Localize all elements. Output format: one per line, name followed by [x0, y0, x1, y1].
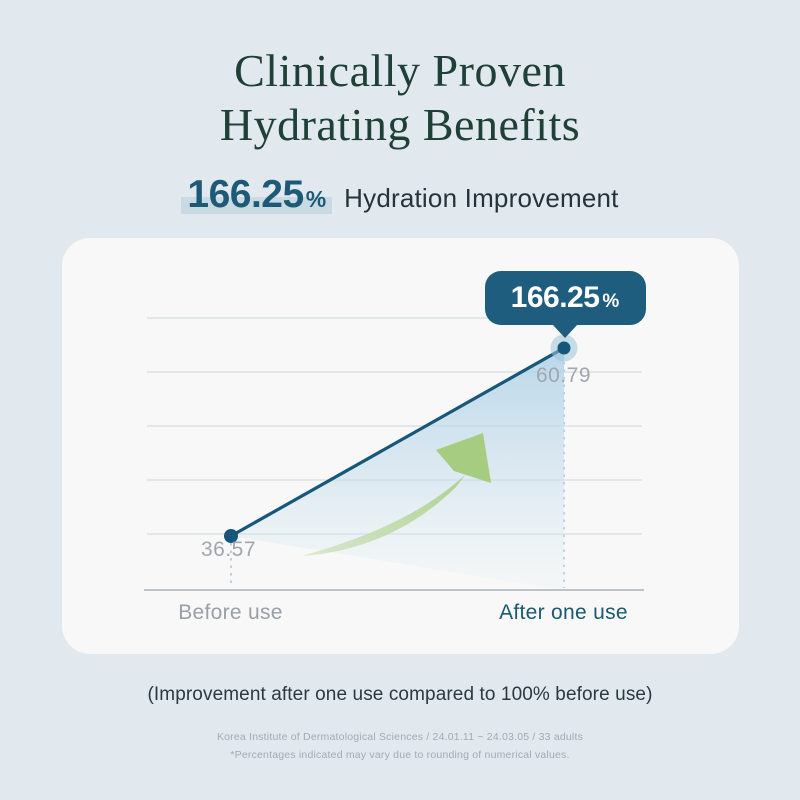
badge-percent-sign: % — [602, 290, 620, 312]
value-label-before: 36.57 — [200, 537, 257, 561]
rounding-disclaimer: *Percentages indicated may vary due to r… — [230, 749, 570, 762]
x-axis-label-before: Before use — [178, 600, 283, 624]
page-title: Clinically Proven Hydrating Benefits — [220, 44, 580, 153]
stat-highlight: 166.25 % — [181, 172, 333, 217]
area-fill — [230, 347, 564, 590]
value-label-after: 60.79 — [535, 363, 592, 387]
footnotes: Korea Institute of Dermatological Scienc… — [217, 728, 583, 766]
stat-label: Hydration Improvement — [344, 182, 619, 213]
hydration-line-chart — [143, 316, 644, 591]
title-line-1: Clinically Proven — [234, 45, 566, 96]
callout-badge-pointer — [551, 323, 578, 338]
callout-badge: 166.25 % — [484, 270, 646, 325]
stat-value: 166.25 — [187, 172, 304, 216]
chart-card: 166.25 % 60.79 36.57 Before use After on… — [61, 237, 739, 654]
stat-percent-sign: % — [305, 185, 327, 212]
x-axis-label-after: After one use — [499, 600, 628, 624]
chart-caption: (Improvement after one use compared to 1… — [147, 683, 653, 705]
data-point-before — [223, 528, 238, 543]
data-point-after — [557, 341, 570, 355]
subtitle-stat: 166.25 % Hydration Improvement — [181, 172, 619, 217]
trend-line — [228, 345, 566, 538]
study-source: Korea Institute of Dermatological Scienc… — [216, 730, 584, 743]
title-line-2: Hydrating Benefits — [219, 99, 581, 151]
badge-value: 166.25 — [510, 280, 600, 314]
growth-arrow-icon — [301, 432, 491, 556]
